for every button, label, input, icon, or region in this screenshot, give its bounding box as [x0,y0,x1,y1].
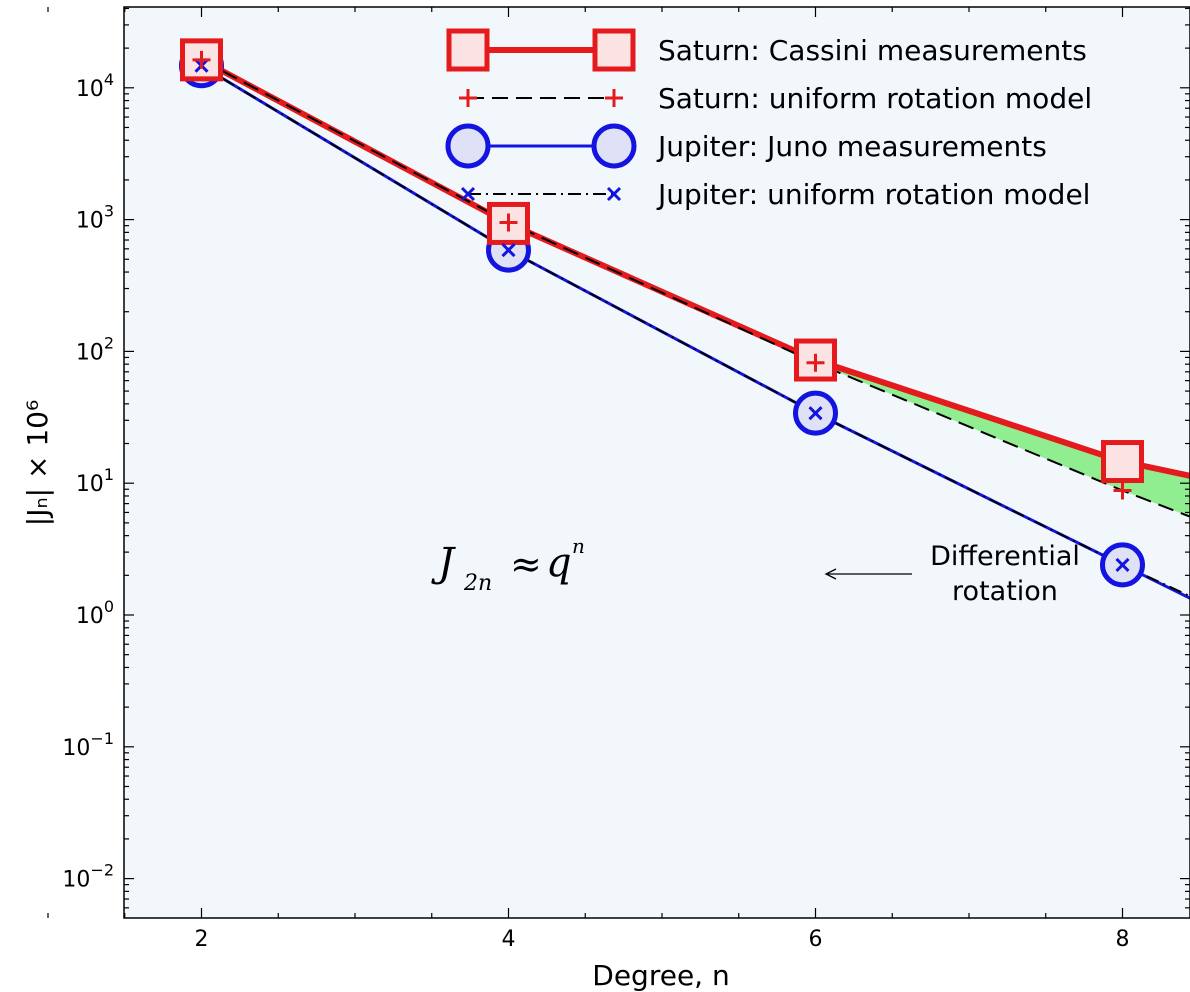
formula-annotation: J 2n ≈ q n [431,534,585,596]
saturn-model-point [499,213,518,232]
jupiter-model-point [808,406,823,421]
legend-marker [459,89,477,107]
legend-label: Jupiter: Juno measurements [656,130,1047,163]
legend-entry: Jupiter: Juno measurements [445,123,1047,169]
y-tick-label: 104 [76,70,114,102]
y-tick-label: 101 [76,465,114,497]
svg-text:2n: 2n [463,571,492,596]
svg-text:≈: ≈ [510,542,542,586]
x-tick-labels: 2468101214 [195,927,1130,952]
plot-background [124,7,1190,918]
legend-marker [445,123,491,169]
legend-label: Saturn: uniform rotation model [658,82,1092,115]
saturn-cassini-point [794,338,837,382]
legend: Saturn: Cassini measurements Saturn: unif… [445,28,1092,211]
legend-entry: Saturn: uniform rotation model [459,82,1092,115]
differential-rotation-annotation: Differential rotation [824,541,1080,607]
y-tick-label: 10−2 [62,861,114,893]
legend-marker [460,186,476,202]
svg-text:q: q [546,540,572,586]
x-tick-label: 6 [809,927,823,952]
saturn-cassini-point [1101,440,1144,484]
saturn-model-point [192,50,211,69]
saturn-model-point [806,353,825,372]
y-tick-label: 10−1 [62,729,114,761]
x-tick-label: 8 [1116,927,1130,952]
y-tick-label: 100 [76,597,114,629]
svg-text:Differential: Differential [930,541,1080,572]
legend-marker [591,123,637,169]
legend-marker [446,28,490,72]
legend-entry: Saturn: Cassini measurements [446,28,1087,72]
legend-label: Saturn: Cassini measurements [658,34,1087,67]
legend-label: Jupiter: uniform rotation model [656,178,1090,211]
legend-marker [592,28,636,72]
jupiter-model-point [1115,557,1130,572]
shaded-region [815,360,1190,517]
saturn-model-point [1113,481,1132,500]
x-axis-title: Degree, n [592,959,729,992]
legend-marker [605,89,623,107]
x-tick-label: 4 [502,927,516,952]
y-axis-title: |Jₙ| × 10⁶ [21,400,54,526]
legend-marker [606,186,622,202]
plot-frame [123,6,1190,919]
x-tick-label: 2 [195,927,209,952]
svg-text:rotation: rotation [952,576,1058,607]
y-tick-label: 103 [76,202,114,234]
series-markers [179,38,1145,588]
annotation-arrowhead [824,568,837,580]
jupiter-model-point [501,243,516,258]
y-tick-label: 102 [76,333,114,365]
y-tick-labels: 104 103 102 101 100 10−1 10−2 [62,70,114,893]
axis-ticks [47,7,1190,918]
svg-text:n: n [572,534,585,558]
saturn-cassini-point [180,38,223,82]
legend-entry: Jupiter: uniform rotation model [460,178,1090,211]
differential-rotation-shading [815,360,1190,517]
